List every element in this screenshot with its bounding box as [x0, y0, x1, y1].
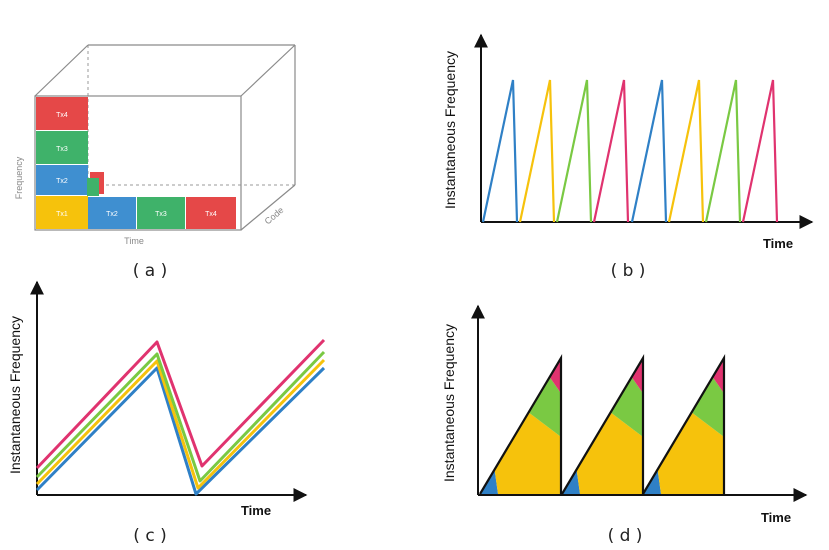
- band-green-3: [691, 377, 724, 437]
- x-axis-label: Time: [763, 236, 793, 251]
- band-pink-1: [549, 358, 561, 394]
- block-label: Tx3: [56, 146, 68, 153]
- frequency-axis-label: Frequency: [14, 156, 24, 199]
- block-label: Tx4: [56, 112, 68, 119]
- y-axis-label: Instantaneous Frequency: [442, 51, 458, 209]
- triangle-outline-1: [479, 354, 563, 495]
- band-yellow-1: [494, 412, 561, 494]
- triangle-outline-3: [642, 354, 726, 495]
- ramp-group: [481, 79, 779, 223]
- chirp-line-blue: [35, 366, 326, 496]
- ramp-8: [741, 79, 779, 223]
- left-stack: Tx4 Tx3 Tx2 Tx1: [36, 97, 88, 229]
- block-tx3-bottom: [137, 197, 185, 229]
- ramp-4: [592, 79, 630, 223]
- caption-a: ( a ): [133, 261, 168, 281]
- line-group: [35, 338, 326, 496]
- band-green-1: [528, 377, 561, 437]
- code-blocks: [87, 172, 104, 196]
- block-tx1-left: [36, 196, 88, 229]
- ramp-2: [518, 79, 556, 223]
- x-axis-label: Time: [761, 510, 791, 525]
- ramp-7: [704, 79, 742, 223]
- code-axis-label: Code: [263, 205, 286, 226]
- band-yellow-2: [576, 412, 643, 494]
- caption-d: ( d ): [608, 526, 643, 546]
- y-axis-label: Instantaneous Frequency: [7, 316, 23, 474]
- code-block-green: [87, 178, 99, 196]
- block-tx2-left: [36, 165, 88, 195]
- y-axis-label: Instantaneous Frequency: [441, 324, 457, 482]
- chirp-line-pink: [35, 338, 326, 470]
- block-tx4-bottom: [186, 197, 236, 229]
- ramp-5: [630, 79, 668, 223]
- bottom-row: Tx2 Tx3 Tx4: [88, 197, 236, 229]
- x-axis-label: Time: [241, 503, 271, 518]
- band-green-2: [610, 377, 643, 437]
- panel-c-parallel-chirps: Instantaneous Frequency Time ( c ): [7, 280, 326, 546]
- ramp-6: [667, 79, 705, 223]
- block-label: Tx4: [205, 211, 217, 218]
- panel-d-filled-chirps: Instantaneous Frequency Time ( d ): [441, 304, 808, 546]
- time-axis-label: Time: [124, 236, 144, 246]
- block-tx3-left: [36, 131, 88, 164]
- caption-c: ( c ): [133, 526, 166, 546]
- chirp-line-yellow: [35, 358, 326, 490]
- triangle-outline-2: [561, 354, 645, 495]
- ramp-1: [481, 79, 519, 223]
- triangle-group: [479, 354, 726, 495]
- panel-b-chirp-plot: Instantaneous Frequency Time ( b ): [442, 33, 814, 281]
- band-pink-2: [631, 358, 643, 394]
- block-tx4-left: [36, 97, 88, 130]
- block-label: Tx2: [106, 211, 118, 218]
- ramp-3: [555, 79, 593, 223]
- block-label: Tx3: [155, 211, 167, 218]
- panel-a-cube-diagram: Tx4 Tx3 Tx2 Tx1 Tx2 Tx3 Tx4 Frequency Ti…: [14, 44, 296, 281]
- block-label: Tx2: [56, 178, 68, 185]
- cube-front-edges: [34, 44, 296, 231]
- block-tx2-bottom: [88, 197, 136, 229]
- band-yellow-3: [657, 412, 724, 494]
- chirp-line-green: [35, 350, 326, 483]
- cube-back-edges: [87, 45, 295, 186]
- band-pink-3: [712, 358, 724, 394]
- caption-b: ( b ): [611, 261, 646, 281]
- block-label: Tx1: [56, 211, 68, 218]
